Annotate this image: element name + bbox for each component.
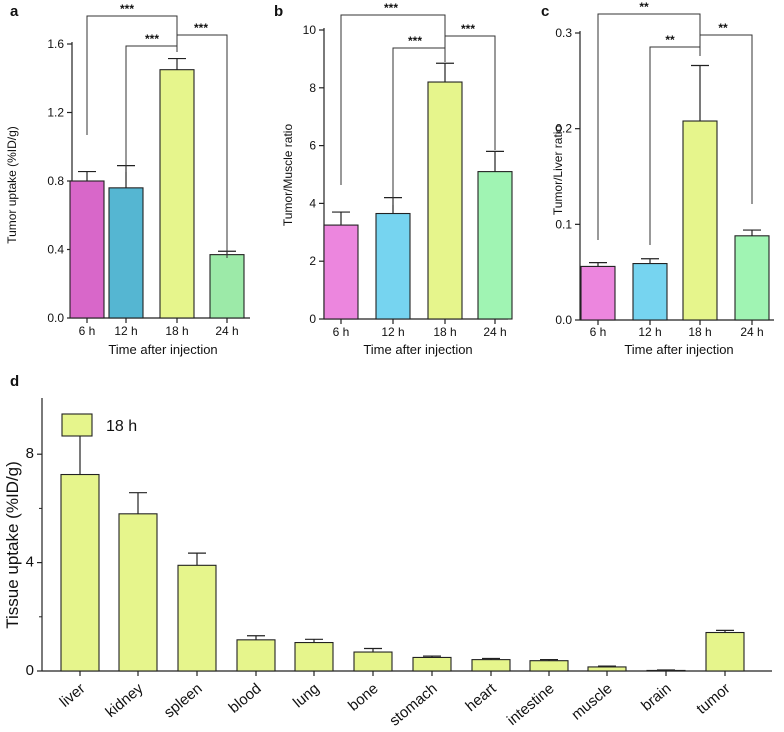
y-tick-label: 10 bbox=[303, 23, 317, 37]
bar-24h bbox=[209, 254, 245, 319]
y-tick-label: 0.1 bbox=[555, 217, 572, 231]
significance-bracket bbox=[86, 15, 178, 135]
y-tick-label: 8 bbox=[309, 81, 316, 95]
x-tick-label: 24 h bbox=[483, 325, 506, 339]
y-tick-label: 0.8 bbox=[47, 174, 64, 188]
x-tick-label: stomach bbox=[386, 680, 440, 729]
y-tick-label: 0.2 bbox=[555, 122, 572, 136]
significance-label: ** bbox=[665, 33, 675, 47]
x-tick-label: spleen bbox=[161, 680, 206, 721]
bar-12h bbox=[375, 212, 411, 320]
panel-letter: b bbox=[274, 3, 283, 20]
bar-tumor bbox=[705, 631, 745, 672]
significance-label: *** bbox=[408, 34, 422, 48]
bar-12h bbox=[632, 263, 668, 321]
significance-label: *** bbox=[145, 32, 159, 46]
significance-label: *** bbox=[461, 22, 475, 36]
panel-a: a 0.0 0.4 0.8 1.2 1.6 Tumor uptake (%ID/g) 6 h 1… bbox=[5, 2, 250, 357]
legend-label: 18 h bbox=[106, 418, 137, 435]
bar-6h bbox=[580, 265, 616, 321]
bar-heart bbox=[471, 659, 511, 672]
bar-18h bbox=[427, 81, 463, 320]
y-tick-label: 0 bbox=[309, 312, 316, 326]
bar-blood bbox=[236, 639, 276, 672]
panel-letter: d bbox=[10, 373, 19, 390]
y-axis-label: Tissue uptake (%ID/g) bbox=[3, 461, 22, 629]
bar-brain bbox=[646, 669, 686, 672]
y-tick-label: 0.0 bbox=[555, 313, 572, 327]
panel-letter: a bbox=[10, 3, 19, 20]
bar-bone bbox=[353, 651, 393, 672]
y-tick-label: 2 bbox=[309, 254, 316, 268]
bar-stomach bbox=[412, 656, 452, 672]
x-axis-label: Time after injection bbox=[363, 342, 472, 357]
panel-letter: c bbox=[541, 3, 549, 20]
x-tick-label: brain bbox=[638, 680, 674, 714]
significance-bracket bbox=[340, 14, 446, 185]
panel-c: c 0.0 0.1 0.2 0.3 Tumor/Liver ratio 6 h 12 h 18 … bbox=[541, 0, 774, 357]
x-tick-label: 24 h bbox=[215, 324, 238, 338]
x-tick-label: 6 h bbox=[333, 325, 350, 339]
x-tick-label: tumor bbox=[693, 680, 733, 718]
x-tick-label: muscle bbox=[568, 680, 615, 724]
significance-bracket bbox=[176, 34, 228, 258]
y-tick-label: 0.0 bbox=[47, 311, 64, 325]
y-axis-label: Tumor/Muscle ratio bbox=[281, 124, 295, 227]
y-tick-label: 4 bbox=[309, 196, 316, 210]
bar-18h bbox=[682, 120, 718, 321]
bar-6h bbox=[323, 224, 359, 320]
x-axis-label: Time after injection bbox=[624, 342, 733, 357]
y-tick-label: 0 bbox=[26, 662, 34, 679]
x-tick-label: 12 h bbox=[381, 325, 404, 339]
x-tick-label: 18 h bbox=[688, 325, 711, 339]
significance-bracket bbox=[699, 34, 753, 204]
x-tick-label: 12 h bbox=[114, 324, 137, 338]
bar-24h bbox=[477, 171, 513, 320]
x-axis-label: Time after injection bbox=[108, 342, 217, 357]
bar-kidney bbox=[118, 513, 158, 672]
x-tick-label: 6 h bbox=[590, 325, 607, 339]
x-tick-label: liver bbox=[57, 680, 89, 711]
bar-lung bbox=[294, 641, 334, 672]
x-tick-label: lung bbox=[290, 680, 323, 711]
bar-muscle bbox=[587, 666, 627, 672]
legend-swatch bbox=[61, 413, 93, 437]
y-tick-label: 0.4 bbox=[47, 243, 64, 257]
x-tick-label: 18 h bbox=[165, 324, 188, 338]
y-tick-label: 1.6 bbox=[47, 37, 64, 51]
bar-spleen bbox=[177, 564, 217, 672]
x-tick-label: 12 h bbox=[638, 325, 661, 339]
x-tick-label: 24 h bbox=[740, 325, 763, 339]
x-tick-label: kidney bbox=[102, 680, 147, 721]
y-tick-label: 4 bbox=[26, 554, 34, 571]
x-tick-label: 6 h bbox=[79, 324, 96, 338]
y-tick-label: 8 bbox=[26, 445, 34, 462]
significance-bracket bbox=[597, 13, 701, 240]
x-tick-label: intestine bbox=[504, 680, 558, 729]
y-tick-label: 6 bbox=[309, 139, 316, 153]
significance-label: *** bbox=[194, 21, 208, 35]
significance-label: *** bbox=[384, 1, 398, 15]
bar-6h bbox=[69, 180, 105, 319]
y-axis-label: Tumor uptake (%ID/g) bbox=[5, 126, 19, 244]
significance-label: *** bbox=[120, 2, 134, 16]
bar-liver bbox=[60, 473, 100, 672]
y-tick-label: 1.2 bbox=[47, 106, 64, 120]
bar-24h bbox=[734, 235, 770, 321]
x-tick-label: bone bbox=[345, 680, 381, 714]
significance-bracket bbox=[444, 35, 496, 150]
bar-18h bbox=[159, 69, 195, 319]
x-tick-label: heart bbox=[462, 680, 500, 716]
bar-intestine bbox=[529, 660, 569, 672]
significance-label: ** bbox=[718, 21, 728, 35]
y-tick-label: 0.3 bbox=[555, 26, 572, 40]
x-tick-label: 18 h bbox=[433, 325, 456, 339]
y-axis-label: Tumor/Liver ratio bbox=[551, 125, 565, 216]
x-tick-label: blood bbox=[226, 680, 265, 717]
panel-b: b 0 2 4 6 8 10 Tumor/Muscle ratio 6 h 12 h 18 h 24 … bbox=[274, 1, 513, 357]
bar-12h bbox=[108, 187, 144, 319]
significance-label: ** bbox=[639, 0, 649, 14]
